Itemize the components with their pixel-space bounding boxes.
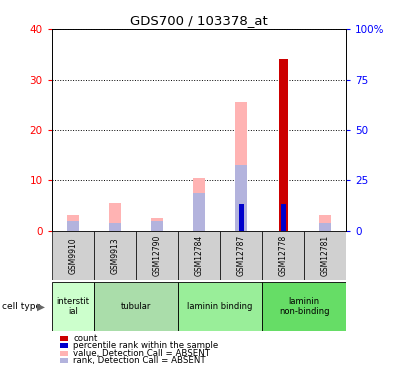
Bar: [281, 204, 286, 231]
Bar: [67, 220, 79, 231]
Text: GSM12784: GSM12784: [195, 235, 203, 276]
Bar: [52, 231, 94, 280]
Bar: [319, 216, 331, 231]
Bar: [235, 102, 247, 231]
Text: laminin
non-binding: laminin non-binding: [279, 297, 330, 316]
Bar: [235, 165, 247, 231]
Text: percentile rank within the sample: percentile rank within the sample: [73, 341, 219, 350]
Bar: [238, 204, 244, 231]
Text: GSM12790: GSM12790: [152, 235, 162, 276]
Bar: [279, 59, 288, 231]
Text: count: count: [73, 334, 98, 343]
Bar: [67, 216, 79, 231]
Bar: [220, 231, 262, 280]
Bar: [94, 231, 136, 280]
Text: GSM9910: GSM9910: [68, 237, 77, 274]
Bar: [136, 231, 178, 280]
Bar: [304, 231, 346, 280]
Title: GDS700 / 103378_at: GDS700 / 103378_at: [130, 14, 268, 27]
Bar: [178, 231, 220, 280]
Bar: [193, 178, 205, 231]
Text: interstit
ial: interstit ial: [56, 297, 89, 316]
Bar: [151, 218, 163, 231]
Text: cell type: cell type: [2, 302, 41, 311]
Text: GSM12781: GSM12781: [321, 235, 330, 276]
Bar: [178, 282, 262, 331]
Text: GSM9913: GSM9913: [110, 237, 119, 274]
Text: rank, Detection Call = ABSENT: rank, Detection Call = ABSENT: [73, 356, 206, 365]
Bar: [109, 203, 121, 231]
Bar: [262, 231, 304, 280]
Text: ▶: ▶: [37, 302, 45, 311]
Text: tubular: tubular: [121, 302, 151, 311]
Text: GSM12778: GSM12778: [279, 235, 288, 276]
Text: laminin binding: laminin binding: [187, 302, 253, 311]
Bar: [94, 282, 178, 331]
Text: value, Detection Call = ABSENT: value, Detection Call = ABSENT: [73, 349, 210, 358]
Text: GSM12787: GSM12787: [236, 235, 246, 276]
Bar: [151, 220, 163, 231]
Bar: [193, 193, 205, 231]
Bar: [319, 223, 331, 231]
Bar: [262, 282, 346, 331]
Bar: [109, 223, 121, 231]
Bar: [52, 282, 94, 331]
